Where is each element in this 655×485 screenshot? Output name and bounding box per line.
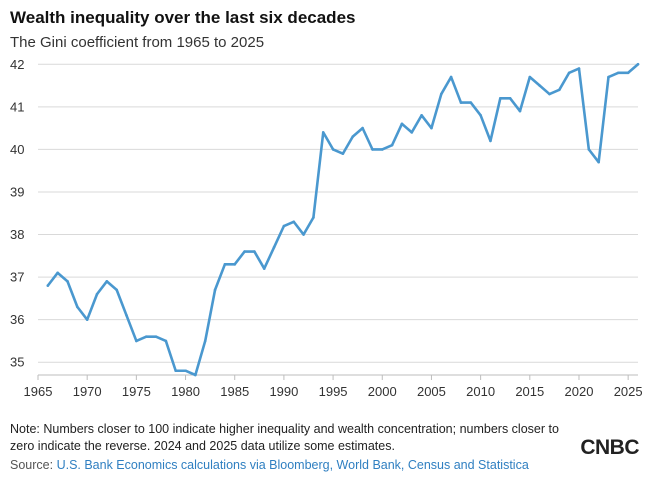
x-axis-ticks: 1965 1970 1975 1980 1985 1990 1995 2000 2005 2010…	[24, 374, 643, 399]
gridlines	[38, 63, 638, 363]
data-point-1975	[135, 339, 138, 343]
data-point-1972	[105, 280, 109, 283]
data-point-1995	[331, 148, 335, 151]
y-tick-label: 35	[10, 355, 24, 370]
data-point-1980	[184, 369, 187, 373]
y-tick-label: 41	[10, 99, 24, 114]
data-point-2004	[420, 114, 423, 117]
data-point-2005	[430, 126, 433, 130]
data-point-2016	[538, 84, 541, 87]
x-tick-label: 1990	[269, 384, 298, 399]
x-tick-label: 2025	[614, 384, 643, 399]
data-point-2001	[390, 143, 394, 147]
y-tick-label: 37	[10, 270, 24, 285]
data-point-1990	[282, 224, 286, 228]
data-point-2011	[489, 139, 492, 143]
data-point-1969	[76, 305, 79, 309]
data-point-1998	[361, 126, 364, 130]
data-point-2012	[498, 97, 502, 100]
x-tick-label: 2015	[515, 384, 544, 399]
data-point-1994	[321, 131, 325, 134]
series-layer	[46, 62, 640, 377]
data-point-2015	[528, 75, 532, 79]
cnbc-logo: CNBC	[580, 436, 639, 459]
data-point-2025	[626, 71, 630, 75]
gini-line-chart: 35 36 37 38 39 40 41 42 1965 1970 1975 1980 1985 199…	[10, 57, 643, 399]
data-point-1971	[95, 292, 99, 296]
x-tick-label: 1965	[24, 384, 53, 399]
chart-title: Wealth inequality over the last six deca…	[10, 8, 356, 27]
source-text: U.S. Bank Economics calculations via Blo…	[56, 458, 529, 472]
data-point-2002	[400, 122, 404, 126]
chart-subtitle: The Gini coefficient from 1965 to 2025	[10, 34, 265, 51]
data-point-1976	[144, 335, 148, 338]
data-point-1997	[351, 135, 355, 138]
data-point-1986	[243, 250, 246, 253]
data-point-2024	[617, 71, 620, 75]
series-line-gini	[46, 62, 640, 377]
data-point-1987	[253, 250, 256, 253]
data-point-2014	[518, 109, 522, 113]
y-tick-label: 38	[10, 227, 24, 242]
x-tick-label: 1985	[220, 384, 249, 399]
data-point-1970	[85, 318, 89, 321]
data-point-1999	[371, 148, 374, 151]
data-point-1974	[125, 314, 128, 317]
data-point-2022	[597, 160, 600, 164]
data-point-2019	[567, 71, 571, 75]
data-point-2007	[449, 75, 453, 79]
data-point-1991	[292, 220, 296, 224]
data-point-2013	[508, 97, 512, 100]
data-point-1966	[46, 284, 50, 287]
data-point-1968	[66, 280, 69, 283]
data-point-1985	[233, 263, 237, 266]
x-tick-label: 2000	[368, 384, 397, 399]
data-point-1988	[262, 267, 266, 270]
source-line: Source: U.S. Bank Economics calculations…	[10, 458, 529, 472]
data-point-2010	[479, 114, 482, 117]
data-point-2008	[459, 101, 463, 104]
data-point-2020	[577, 67, 581, 70]
source-label: Source:	[10, 458, 57, 472]
data-point-2026	[636, 62, 640, 66]
data-point-1978	[164, 339, 168, 343]
data-point-1973	[115, 288, 118, 292]
data-point-2003	[410, 131, 414, 134]
x-tick-label: 1980	[171, 384, 200, 399]
data-point-1983	[213, 288, 217, 292]
data-point-1982	[203, 339, 207, 343]
x-tick-label: 1975	[122, 384, 151, 399]
x-tick-label: 1995	[319, 384, 348, 399]
data-point-1981	[194, 373, 197, 377]
y-tick-label: 39	[10, 184, 24, 199]
data-point-1979	[174, 369, 178, 373]
y-tick-label: 40	[10, 142, 24, 157]
data-point-2018	[558, 88, 561, 92]
data-point-2000	[380, 148, 384, 151]
y-tick-label: 36	[10, 312, 24, 327]
data-point-1996	[341, 152, 345, 155]
x-tick-label: 2010	[466, 384, 495, 399]
y-axis-ticks: 35 36 37 38 39 40 41 42	[10, 57, 24, 370]
data-point-2023	[607, 75, 610, 79]
y-tick-label: 42	[10, 57, 24, 72]
data-point-1992	[302, 233, 305, 236]
data-point-2017	[548, 92, 551, 96]
data-point-2006	[439, 92, 443, 96]
chart-note: Note: Numbers closer to 100 indicate hig…	[10, 422, 559, 453]
x-tick-label: 2005	[417, 384, 446, 399]
x-tick-label: 1970	[73, 384, 102, 399]
data-point-2009	[469, 101, 473, 104]
data-point-1989	[272, 245, 276, 249]
data-point-1967	[56, 271, 59, 275]
data-point-2021	[587, 148, 591, 151]
data-point-1993	[312, 216, 315, 219]
x-tick-label: 2020	[565, 384, 594, 399]
data-point-1977	[154, 335, 158, 338]
data-point-1984	[223, 263, 227, 266]
